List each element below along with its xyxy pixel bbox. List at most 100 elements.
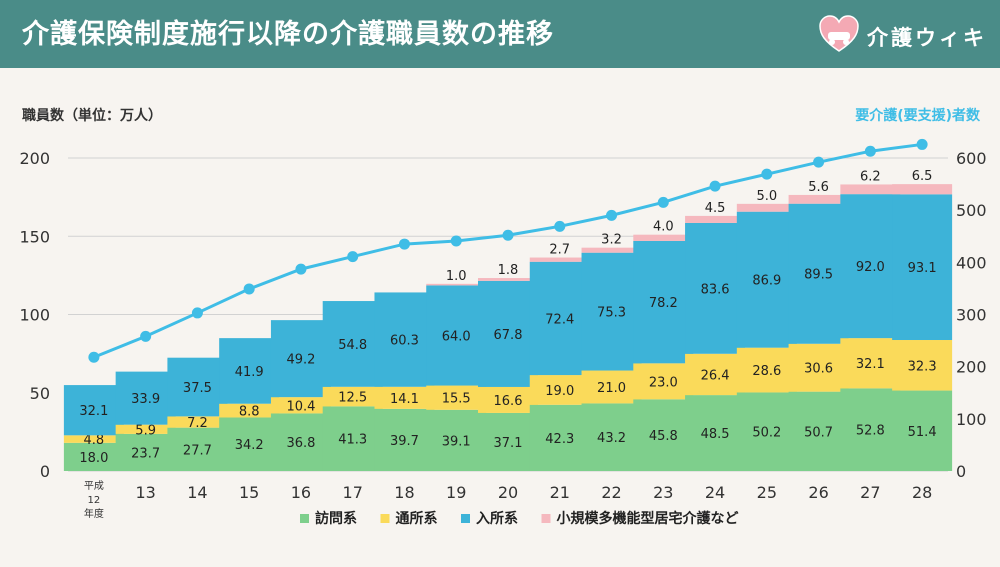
data-label: 5.0 [756,189,777,204]
data-label: 37.1 [494,436,523,451]
bar-segment [581,247,642,253]
data-label: 50.2 [752,426,781,441]
bar-segment [788,203,849,344]
data-label: 19.0 [545,384,574,399]
data-label: 2.7 [549,243,570,258]
x-tick-label: 年度 [84,507,104,520]
bar-segment [219,338,280,404]
data-label: 60.3 [390,334,419,349]
y2-tick-label: 400 [956,253,987,272]
data-label: 1.0 [446,269,467,284]
data-label: 12.5 [338,391,367,406]
bar-segment [685,222,746,354]
data-label: 4.0 [653,220,674,235]
bar-segment [581,370,642,404]
data-label: 48.5 [701,427,730,442]
data-label: 5.9 [135,423,156,438]
data-label: 37.5 [183,381,212,396]
bar-segment [581,252,642,371]
data-label: 27.7 [183,443,212,458]
bar-segment [633,234,694,241]
line-point [450,235,462,247]
y-tick-label: 50 [30,384,50,403]
x-tick-label: 23 [653,483,673,502]
bar-segment [478,386,538,413]
bar-segment [115,433,176,471]
stacked-bar-chart: 職員数（単位：万人） 要介護(要支援)者数 0 50 100 150 200 0 100 200 3… [19,107,987,527]
x-tick-label: 24 [705,483,725,502]
y-tick-label: 100 [19,306,50,325]
x-tick-label: 15 [239,483,259,502]
data-label: 89.5 [804,268,833,283]
data-label: 28.6 [752,364,781,379]
bar-segment [788,391,849,471]
y-tick-label: 0 [40,462,50,481]
x-tick-label: 16 [291,483,311,502]
line-point [243,283,255,295]
bar-segment [115,424,176,434]
line-point [761,168,773,180]
bar-segment [892,184,953,195]
line-point [709,180,721,192]
data-label: 32.3 [908,359,937,374]
heart-hands-logo-icon [819,15,859,52]
bar-segment [167,357,228,417]
data-label: 15.5 [442,392,471,407]
bar-segment [270,320,331,398]
bar-segment [270,413,331,471]
data-label: 34.2 [235,438,264,453]
bar-segment [478,280,538,387]
data-label: 52.8 [856,424,885,439]
x-tick-label: 27 [860,483,880,502]
bar-segment [633,399,694,471]
y2-tick-label: 300 [956,306,987,325]
header-bar: 介護保険制度施行以降の介護職員数の推移 介護ウィキ [0,0,1000,68]
line-point [88,351,100,363]
data-label: 10.4 [286,399,315,414]
bar-segment [685,353,746,396]
bar-segment [736,347,797,393]
bar-segment [63,442,124,471]
legend-swatch [300,514,309,523]
bar-segment [840,388,901,471]
legend-label: 小規模多機能型居宅介護など [557,510,739,527]
y-tick-label: 200 [19,149,50,168]
data-label: 21.0 [597,381,626,396]
brand[interactable]: 介護ウィキ [818,14,988,54]
data-label: 5.6 [808,180,829,195]
bar-segment [426,285,487,386]
x-tick-label: 12 [88,495,101,506]
line-point [554,220,566,232]
data-label: 39.1 [442,434,471,449]
data-label: 41.3 [338,433,367,448]
bar-segment [529,261,590,376]
bar-segment [63,385,124,436]
bar-segment [633,240,694,364]
brand-name: 介護ウィキ [867,26,987,50]
data-label: 83.6 [701,282,730,297]
data-label: 45.8 [649,429,678,444]
legend-label: 通所系 [396,510,438,527]
y2-tick-label: 0 [956,462,966,481]
data-label: 8.8 [239,405,260,420]
bar-segment [374,292,435,387]
bar-segment [685,395,746,471]
y-tick-label: 150 [19,227,50,246]
y2-tick-label: 100 [956,410,987,429]
data-label: 26.4 [701,368,730,383]
data-label: 32.1 [856,357,885,372]
x-tick-label: 21 [550,483,570,502]
line-point [295,263,307,275]
line-point [502,229,514,241]
data-label: 6.2 [860,169,881,184]
bar-segment [840,194,901,339]
bar-segment [115,371,176,425]
legend-swatch [380,514,390,523]
x-tick-label: 26 [808,483,828,502]
data-label: 64.0 [442,329,471,344]
data-label: 33.9 [131,392,160,407]
bar-segment [478,278,538,281]
data-label: 6.5 [912,169,933,184]
bar-segment [892,194,953,341]
data-label: 67.8 [494,328,523,343]
